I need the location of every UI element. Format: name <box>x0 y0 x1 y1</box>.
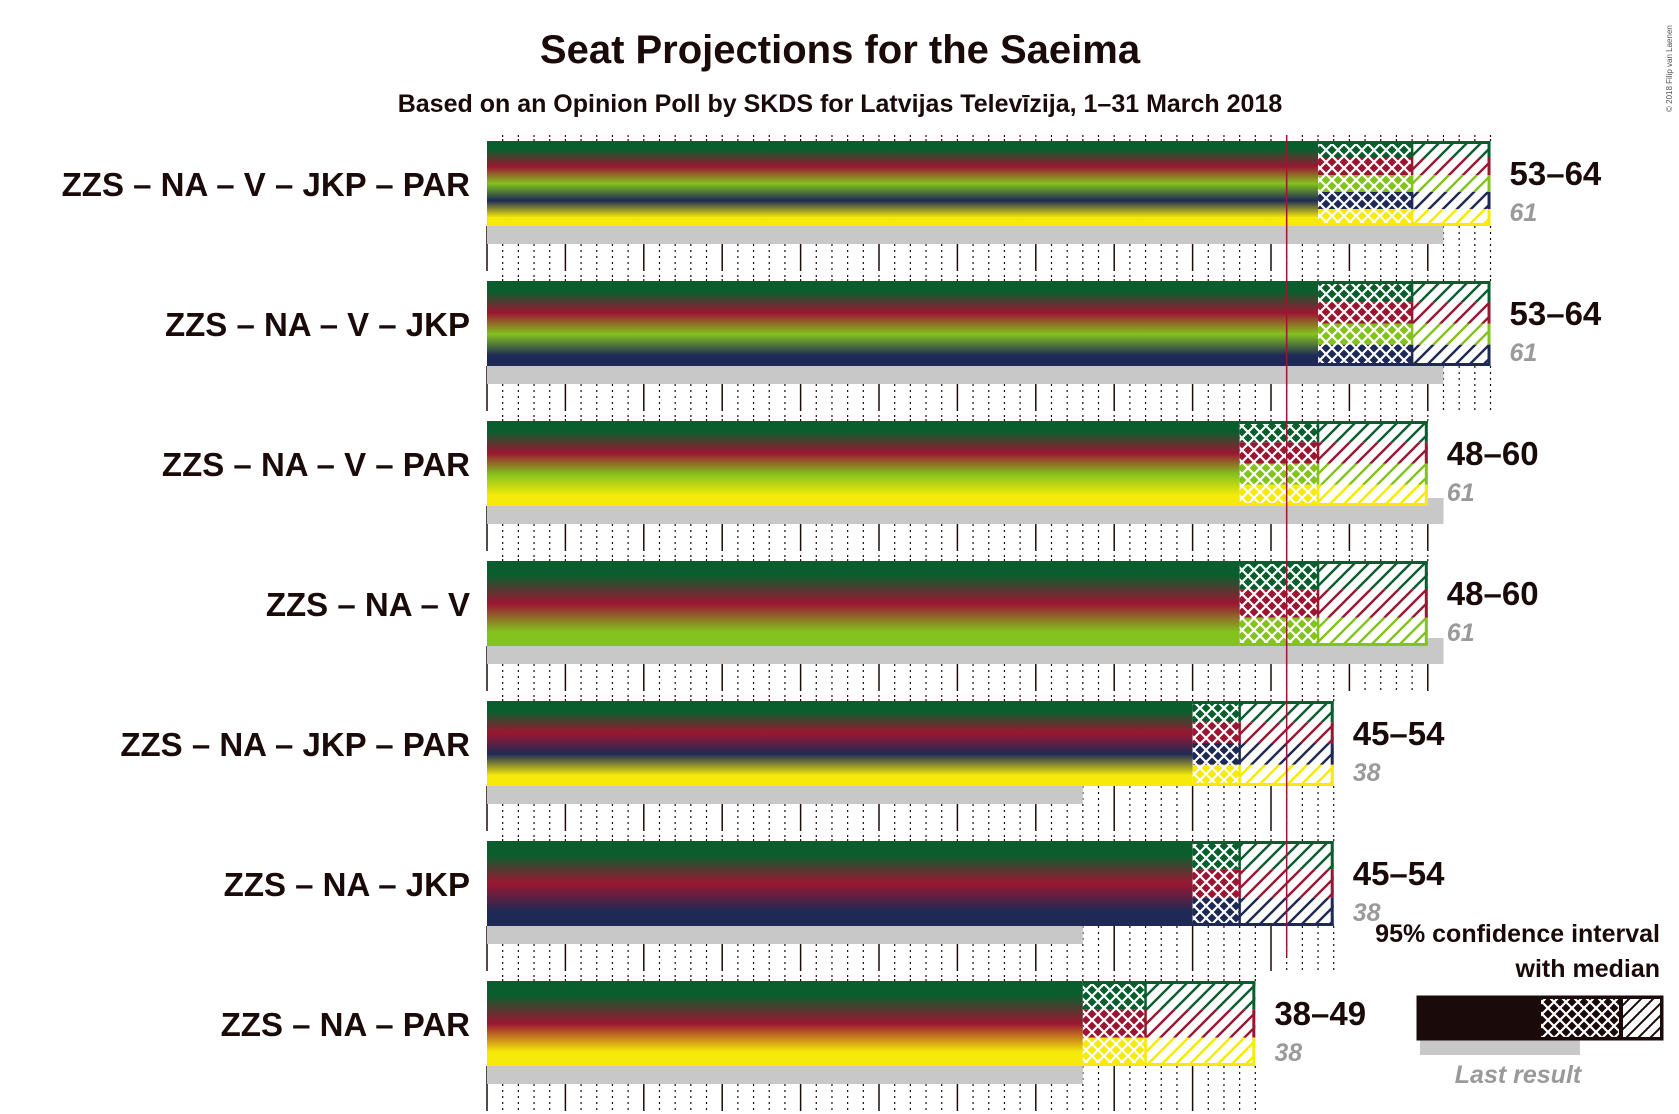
projection-bar-solid <box>487 841 1193 926</box>
ci-upper-hatch <box>1412 192 1491 209</box>
ci-lower-crosshatch <box>1239 561 1319 646</box>
coalition-label: ZZS – NA – JKP – PAR <box>120 726 470 763</box>
chart-title: Seat Projections for the Saeima <box>540 28 1141 72</box>
projection-bar-solid <box>487 421 1240 506</box>
coalition-row: ZZS – NA – JKP 45–54 38 <box>224 835 1445 971</box>
coalition-label: ZZS – NA – V – JKP <box>165 306 470 343</box>
ci-upper-hatch <box>1145 981 1256 1010</box>
legend-ci-label-line2: with median <box>1515 955 1660 983</box>
last-result-label: 61 <box>1447 479 1475 507</box>
ci-upper-hatch <box>1318 617 1428 646</box>
ci-lower-crosshatch <box>1318 281 1413 366</box>
last-result-label: 61 <box>1447 619 1475 647</box>
ci-upper-hatch <box>1145 1037 1256 1066</box>
range-label: 45–54 <box>1353 855 1445 892</box>
ci-upper-hatch <box>1318 484 1428 506</box>
ci-upper-hatch <box>1318 561 1428 590</box>
ci-upper-hatch <box>1412 141 1491 158</box>
projection-bar-solid <box>487 141 1319 226</box>
last-result-label: 38 <box>1353 899 1381 927</box>
ci-upper-hatch <box>1412 344 1491 366</box>
ci-lower-crosshatch <box>1192 701 1240 786</box>
legend-ci-label-line1: 95% confidence interval <box>1375 920 1660 948</box>
range-label: 53–64 <box>1510 295 1602 332</box>
ci-lower-crosshatch <box>1318 141 1413 226</box>
coalition-label: ZZS – NA – JKP <box>224 866 470 903</box>
ci-upper-hatch <box>1318 421 1428 443</box>
ci-upper-hatch <box>1412 323 1491 345</box>
last-result-label: 38 <box>1353 759 1381 787</box>
coalition-row: ZZS – NA – PAR 38–49 38 <box>221 975 1366 1111</box>
last-result-label: 61 <box>1510 199 1538 227</box>
range-label: 48–60 <box>1447 435 1539 472</box>
projection-bar-solid <box>487 561 1240 646</box>
ci-upper-hatch <box>1318 589 1428 618</box>
legend: 95% confidence interval with median Last… <box>1375 920 1664 1089</box>
projection-bar-solid <box>487 981 1083 1066</box>
legend-last-result-label: Last result <box>1455 1061 1583 1089</box>
legend-ci-upper-hatch <box>1623 999 1660 1037</box>
ci-upper-hatch <box>1412 209 1491 226</box>
projection-bar-solid <box>487 701 1193 786</box>
coalition-row: ZZS – NA – V – JKP 53–64 61 <box>165 275 1602 411</box>
chart-subtitle: Based on an Opinion Poll by SKDS for Lat… <box>398 90 1283 118</box>
coalition-row: ZZS – NA – V 48–60 61 <box>266 555 1539 691</box>
range-label: 53–64 <box>1510 155 1602 192</box>
ci-upper-hatch <box>1412 281 1491 303</box>
coalition-row: ZZS – NA – V – JKP – PAR 53–64 61 <box>62 135 1602 271</box>
last-result-label: 61 <box>1510 339 1538 367</box>
ci-upper-hatch <box>1318 463 1428 485</box>
ci-lower-crosshatch <box>1082 981 1146 1066</box>
ci-upper-hatch <box>1318 442 1428 464</box>
copyright-notice: © 2018 Filip van Laenen <box>1665 25 1674 112</box>
range-label: 48–60 <box>1447 575 1539 612</box>
ci-upper-hatch <box>1145 1009 1256 1038</box>
last-result-label: 38 <box>1274 1039 1302 1067</box>
ci-upper-hatch <box>1412 302 1491 324</box>
range-label: 38–49 <box>1274 995 1366 1032</box>
coalition-label: ZZS – NA – PAR <box>221 1006 471 1043</box>
legend-ci-crosshatch <box>1541 999 1619 1037</box>
coalition-label: ZZS – NA – V – PAR <box>162 446 470 483</box>
ci-lower-crosshatch <box>1239 421 1319 506</box>
coalition-row: ZZS – NA – JKP – PAR 45–54 38 <box>120 695 1445 831</box>
projection-bar-solid <box>487 281 1319 366</box>
coalition-row: ZZS – NA – V – PAR 48–60 61 <box>162 415 1539 551</box>
range-label: 45–54 <box>1353 715 1445 752</box>
coalition-label: ZZS – NA – V <box>266 586 470 623</box>
ci-upper-hatch <box>1412 175 1491 192</box>
ci-lower-crosshatch <box>1192 841 1240 926</box>
coalition-label: ZZS – NA – V – JKP – PAR <box>62 166 471 203</box>
ci-upper-hatch <box>1412 158 1491 175</box>
